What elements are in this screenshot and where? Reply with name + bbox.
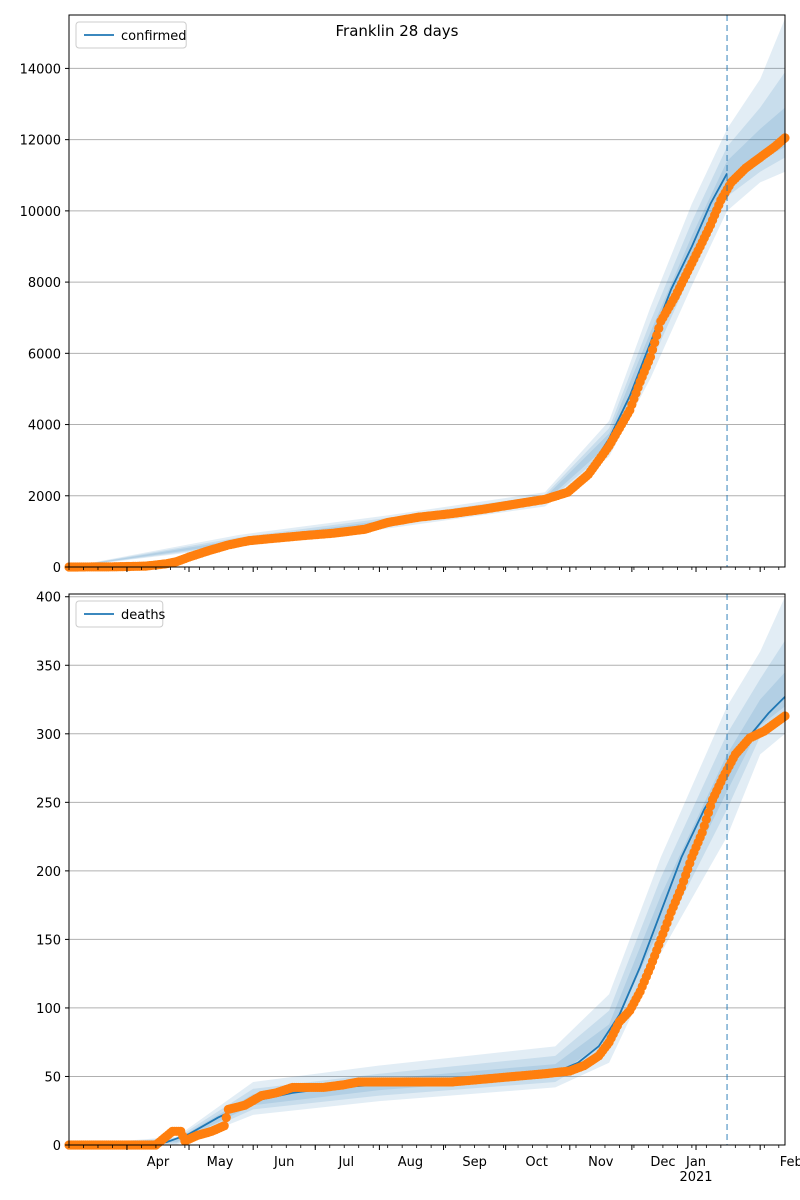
y-tick-label: 0 — [53, 561, 61, 576]
y-tick-label: 6000 — [28, 347, 61, 362]
figure-title: Franklin 28 days — [336, 22, 459, 40]
y-tick-label: 400 — [36, 591, 61, 606]
x-tick-label: Aug — [398, 1155, 423, 1170]
y-tick-label: 4000 — [28, 419, 61, 434]
x-tick-label: Apr — [147, 1155, 170, 1170]
y-tick-label: 0 — [53, 1139, 61, 1154]
confirmed-panel: 0 2000 4000 6000 8000 10000 12000 14000 confirme… — [20, 14, 790, 576]
observed-point — [221, 1112, 231, 1123]
y-tick-label: 350 — [36, 659, 61, 674]
uncertainty-band-outer — [69, 18, 785, 568]
observed-points — [64, 711, 790, 1150]
uncertainty-band-inner — [69, 107, 785, 567]
y-tick-label: 200 — [36, 865, 61, 880]
x-tick-label: Jan — [685, 1155, 706, 1170]
observed-point — [650, 338, 660, 348]
y-tick-label: 8000 — [28, 276, 61, 291]
legend-box — [75, 600, 164, 628]
y-tick-label: 150 — [36, 933, 61, 948]
y-tick-label: 14000 — [20, 62, 61, 77]
x-tick-label: Jun — [273, 1155, 294, 1170]
legend-label: deaths — [121, 608, 166, 623]
x-tick-label: Feb — [780, 1155, 800, 1170]
legend: deaths — [75, 600, 166, 628]
x-tick-label: Oct — [525, 1155, 547, 1170]
y-tick-label: 2000 — [28, 490, 61, 505]
observed-point — [652, 330, 662, 341]
observed-point — [654, 323, 664, 333]
uncertainty-band-inner — [69, 672, 785, 1145]
deaths-panel: 0 50 100 150 200 250 300 350 400 Apr May Jun Jul Aug S… — [36, 591, 800, 1185]
observed-point — [219, 1121, 229, 1131]
x-tick-label: Nov — [588, 1155, 614, 1170]
y-tick-label: 300 — [36, 728, 61, 743]
legend: confirmed — [75, 21, 187, 49]
uncertainty-band-outer — [69, 596, 785, 1145]
legend-box — [75, 21, 187, 49]
axes-frame — [68, 593, 786, 1146]
legend-label: confirmed — [121, 29, 187, 44]
x-tick-label: Jul — [337, 1155, 354, 1170]
observed-point — [645, 352, 656, 362]
x-tick-label: Sep — [462, 1155, 487, 1170]
observed-point — [647, 345, 658, 355]
x-tick-label: Dec — [650, 1155, 675, 1170]
axes-frame — [68, 14, 786, 568]
y-tick-label: 12000 — [20, 134, 61, 149]
y-tick-label: 10000 — [20, 205, 61, 220]
y-tick-label: 100 — [36, 1002, 61, 1017]
uncertainty-band-mid — [69, 640, 785, 1145]
x-tick-label: 2021 — [679, 1170, 712, 1185]
x-tick-label: May — [207, 1155, 234, 1170]
uncertainty-band-mid — [69, 71, 785, 567]
y-tick-label: 250 — [36, 796, 61, 811]
y-tick-label: 50 — [44, 1070, 61, 1085]
observed-points — [64, 133, 790, 572]
